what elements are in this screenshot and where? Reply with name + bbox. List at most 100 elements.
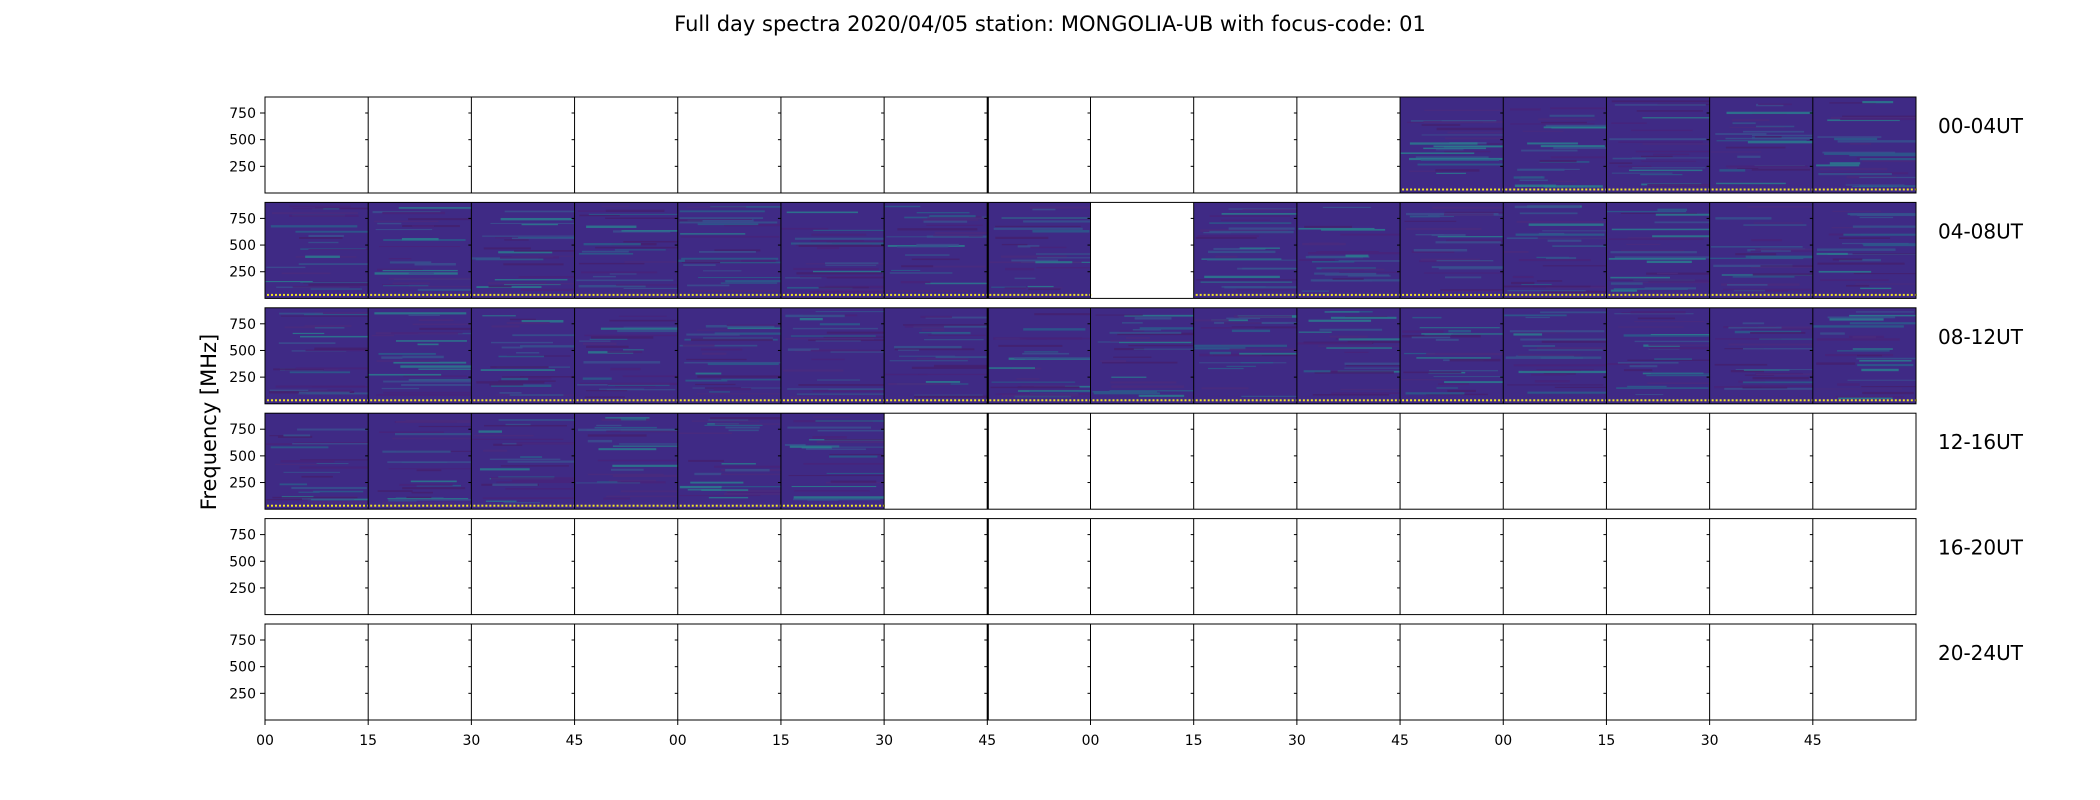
low-freq-band-dot xyxy=(1263,399,1266,402)
low-freq-band-dot xyxy=(834,293,837,296)
low-freq-band-dot xyxy=(481,399,484,402)
spectrum-streak xyxy=(690,289,780,292)
spectrum-streak xyxy=(1641,160,1697,162)
low-freq-band-dot xyxy=(636,504,639,507)
spectrum-streak xyxy=(411,491,433,494)
spectrum-streak xyxy=(491,341,554,344)
low-freq-band-dot xyxy=(386,504,389,507)
spectrum-streak xyxy=(1402,330,1444,333)
x-tick-label: 00 xyxy=(1494,733,1512,749)
spectrum-streak xyxy=(1614,104,1706,106)
spectrum-streak xyxy=(621,418,647,421)
low-freq-band-dot xyxy=(1466,188,1469,191)
spectrum-streak xyxy=(1314,272,1377,275)
low-freq-band-dot xyxy=(1684,188,1687,191)
low-freq-band-dot xyxy=(747,399,750,402)
low-freq-band-dot xyxy=(806,293,809,296)
spectrum-streak xyxy=(1857,364,1914,367)
low-freq-band-dot xyxy=(1267,399,1270,402)
low-freq-band-dot xyxy=(660,293,663,296)
low-freq-band-dot xyxy=(1858,399,1861,402)
spectrum-streak xyxy=(1032,230,1090,233)
spectrum-streak xyxy=(1631,129,1693,132)
spectrum-streak xyxy=(1345,254,1369,257)
low-freq-band-dot xyxy=(1474,293,1477,296)
low-freq-band-dot xyxy=(485,504,488,507)
spectrum-streak xyxy=(382,211,446,215)
low-freq-band-dot xyxy=(1711,293,1714,296)
low-freq-band-dot xyxy=(1680,188,1683,191)
low-freq-band-dot xyxy=(402,399,405,402)
low-freq-band-dot xyxy=(978,293,981,296)
x-tick-label: 15 xyxy=(1185,733,1203,749)
spectrum-streak xyxy=(1213,247,1266,250)
low-freq-band-dot xyxy=(485,293,488,296)
spectrum-streak xyxy=(1037,257,1091,259)
spectrum-streak xyxy=(503,263,564,266)
low-freq-band-dot xyxy=(1620,293,1623,296)
low-freq-band-dot xyxy=(1049,293,1052,296)
spectrum-streak xyxy=(498,251,553,254)
spectrum-streak xyxy=(388,258,412,260)
low-freq-band-dot xyxy=(1414,188,1417,191)
low-freq-band-dot xyxy=(1402,188,1405,191)
low-freq-band-dot xyxy=(319,504,321,507)
spectrum-streak xyxy=(506,321,550,325)
spectrum-streak xyxy=(1231,326,1297,329)
spectrum-streak xyxy=(824,439,885,441)
low-freq-band-dot xyxy=(1818,399,1821,402)
spectrum-streak xyxy=(808,339,885,341)
spectrum-streak xyxy=(1509,330,1605,333)
low-freq-band-dot xyxy=(866,504,869,507)
low-freq-band-dot xyxy=(1775,399,1778,402)
spectrum-streak xyxy=(1755,372,1803,375)
spectrum-streak xyxy=(368,373,442,376)
spectrum-streak xyxy=(1510,108,1541,111)
spectrum-streak xyxy=(1849,154,1916,157)
spectrum-streak xyxy=(1347,275,1391,277)
low-freq-band-dot xyxy=(1406,188,1409,191)
low-freq-band-dot xyxy=(1338,399,1341,402)
low-freq-band-dot xyxy=(1219,399,1222,402)
low-freq-band-dot xyxy=(1779,188,1782,191)
low-freq-band-dot xyxy=(446,293,449,296)
spectrum-streak xyxy=(1134,317,1172,320)
low-freq-band-dot xyxy=(886,293,889,296)
spectrum-streak xyxy=(1518,354,1581,356)
spectrum-panel xyxy=(1400,307,1505,404)
low-freq-band-dot xyxy=(1771,399,1774,402)
spectrum-panel xyxy=(574,202,679,299)
low-freq-band-dot xyxy=(1640,188,1643,191)
low-freq-band-dot xyxy=(1723,399,1726,402)
spectrum-streak xyxy=(1515,233,1605,236)
spectrum-streak xyxy=(1436,127,1504,131)
chart-title: Full day spectra 2020/04/05 station: MON… xyxy=(674,12,1426,36)
spectrum-streak xyxy=(1194,344,1288,347)
spectrum-streak xyxy=(1226,365,1256,367)
spectrum-streak xyxy=(375,229,433,231)
spectrum-streak xyxy=(377,490,413,492)
low-freq-band-dot xyxy=(505,293,508,296)
spectrum-streak xyxy=(787,348,820,351)
low-freq-band-dot xyxy=(946,399,949,402)
spectrum-streak xyxy=(826,240,885,244)
spectrum-streak xyxy=(935,356,988,359)
low-freq-band-dot xyxy=(687,399,690,402)
spectrum-streak xyxy=(993,227,1083,230)
low-freq-band-dot xyxy=(838,293,841,296)
low-freq-band-dot xyxy=(1874,293,1877,296)
low-freq-band-dot xyxy=(1775,188,1778,191)
y-tick-label: 500 xyxy=(229,660,256,676)
spectrum-streak xyxy=(1616,387,1709,389)
low-freq-band-dot xyxy=(802,399,805,402)
spectrum-streak xyxy=(1095,314,1143,316)
y-tick-label: 250 xyxy=(229,476,256,492)
spectrum-streak xyxy=(1852,336,1877,339)
spectrum-streak xyxy=(700,348,743,351)
spectrum-streak xyxy=(918,373,988,376)
low-freq-band-dot xyxy=(683,504,686,507)
spectrum-streak xyxy=(1860,287,1892,290)
spectrum-streak xyxy=(911,258,960,261)
spectrum-streak xyxy=(1522,344,1556,347)
spectrum-streak xyxy=(389,261,432,264)
